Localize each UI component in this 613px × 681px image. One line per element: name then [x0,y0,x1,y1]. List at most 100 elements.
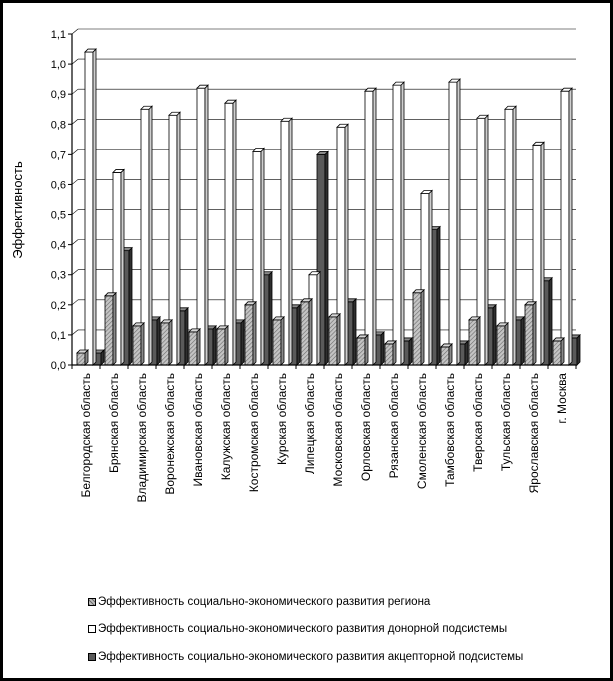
bar-region-side [420,288,425,366]
bar-donor-side [512,105,517,366]
legend-label-donor: Эффективность социально-экономического р… [98,623,508,635]
y-tick-label: 1,0 [51,59,66,71]
bar-region [160,318,173,366]
bar-donor-side [148,105,153,366]
y-tick-label: 0,0 [51,360,66,372]
bar-region-front [552,340,562,366]
bar-region-side [252,300,257,366]
x-tick-label: г. Москва [555,373,569,424]
bar-acceptor-side [464,339,469,366]
bar-region-top [496,322,509,327]
bar-region [328,312,341,366]
bar-region-top [216,325,229,330]
bar-acceptor-top [316,150,329,155]
gridline-diag [71,299,79,306]
gridline-diag [71,149,79,155]
x-tick-label: Тамбовская область [443,373,457,487]
bar-acceptor-side [492,303,497,366]
bar-donor [84,48,97,366]
x-tick-label: Воронежская область [163,373,177,495]
bar-region-side [476,315,481,366]
bar-region [468,315,481,366]
y-tick-label: 0,6 [51,179,66,191]
bar-acceptor-side [212,324,217,366]
bar-region-front [244,304,254,366]
x-tick-label: Смоленская область [415,373,429,489]
bar-region-side [336,312,341,366]
y-tick-label: 0,7 [51,149,66,161]
bar-donor-side [232,99,237,366]
bar-region-front [104,295,114,366]
bar-acceptor-side [436,225,441,366]
x-tick-label: Тульская область [499,373,513,471]
bar-donor-top [252,147,265,152]
bar-donor-top [196,84,209,89]
bar-donor-top [420,190,433,194]
bar-acceptor-side [296,303,301,366]
bar-donor-side [484,114,489,366]
x-tick-label: Брянская область [107,373,121,473]
bar-donor-side [428,189,433,366]
bar-region-top [76,349,89,354]
bar-region-front [272,319,282,366]
bar-region-side [280,315,285,366]
bar-region-side [308,297,313,366]
x-tick-label: Ивановская область [191,373,205,487]
bar-region-front [412,292,422,366]
y-axis-label: Эффективность [10,161,25,259]
bar-donor-front [364,90,374,366]
y-tick-label: 0,2 [51,300,66,312]
legend-swatch-donor [88,625,96,633]
bar-region-front [328,316,338,366]
x-tick-label: Владимирская область [135,373,149,502]
bar-region-top [440,343,453,348]
x-tick-label: Курская область [275,373,289,465]
y-tick-label: 0,9 [51,89,66,101]
bar-donor-side [400,81,405,366]
legend-swatch-region [88,598,96,606]
bar-region-side [504,321,509,366]
bar-region-top [104,292,117,297]
bar-region-side [392,339,397,366]
bar-region [552,336,565,366]
bar-region [496,321,509,366]
bar-donor-top [504,105,517,110]
bar-region [356,333,369,366]
bar-region-top [300,298,313,303]
gridline-diag [71,269,79,275]
gridline-diag [71,28,79,35]
bar-donor-front [84,51,94,366]
bar-acceptor-side [352,297,357,366]
bar-region-top [524,301,537,306]
bar-region-front [160,322,170,366]
bar-region-front [76,352,86,366]
bar-donor-top [224,99,237,104]
legend-item-donor: Эффективность социально-экономического р… [88,623,507,635]
bar-acceptor-side [548,276,553,366]
bar-region-top [160,319,173,324]
bar-donor [168,111,181,366]
y-tick-label: 0,1 [51,330,66,342]
bar-donor-side [344,123,349,366]
bar-region-front [188,331,198,366]
y-tick-label: 0,5 [51,210,66,222]
bar-acceptor-side [128,246,133,366]
bar-donor [140,105,153,366]
bar-region-top [468,316,481,321]
bar-donor-top [336,123,349,128]
bar-region-side [448,342,453,366]
gridline-diag [71,119,79,125]
bar-donor-top [448,78,461,83]
bar-region-front [496,325,506,366]
axes [71,34,577,369]
y-tick-label: 0,8 [51,119,66,131]
legend-item-acceptor: Эффективность социально-экономического р… [88,651,523,663]
bar-region [300,297,313,366]
bar-region-front [524,304,534,366]
legend-label-acceptor: Эффективность социально-экономического р… [98,651,524,663]
gridline-diag [71,239,79,245]
bar-region [132,321,145,366]
bar-region [524,300,537,366]
bar-donor-side [456,78,461,366]
